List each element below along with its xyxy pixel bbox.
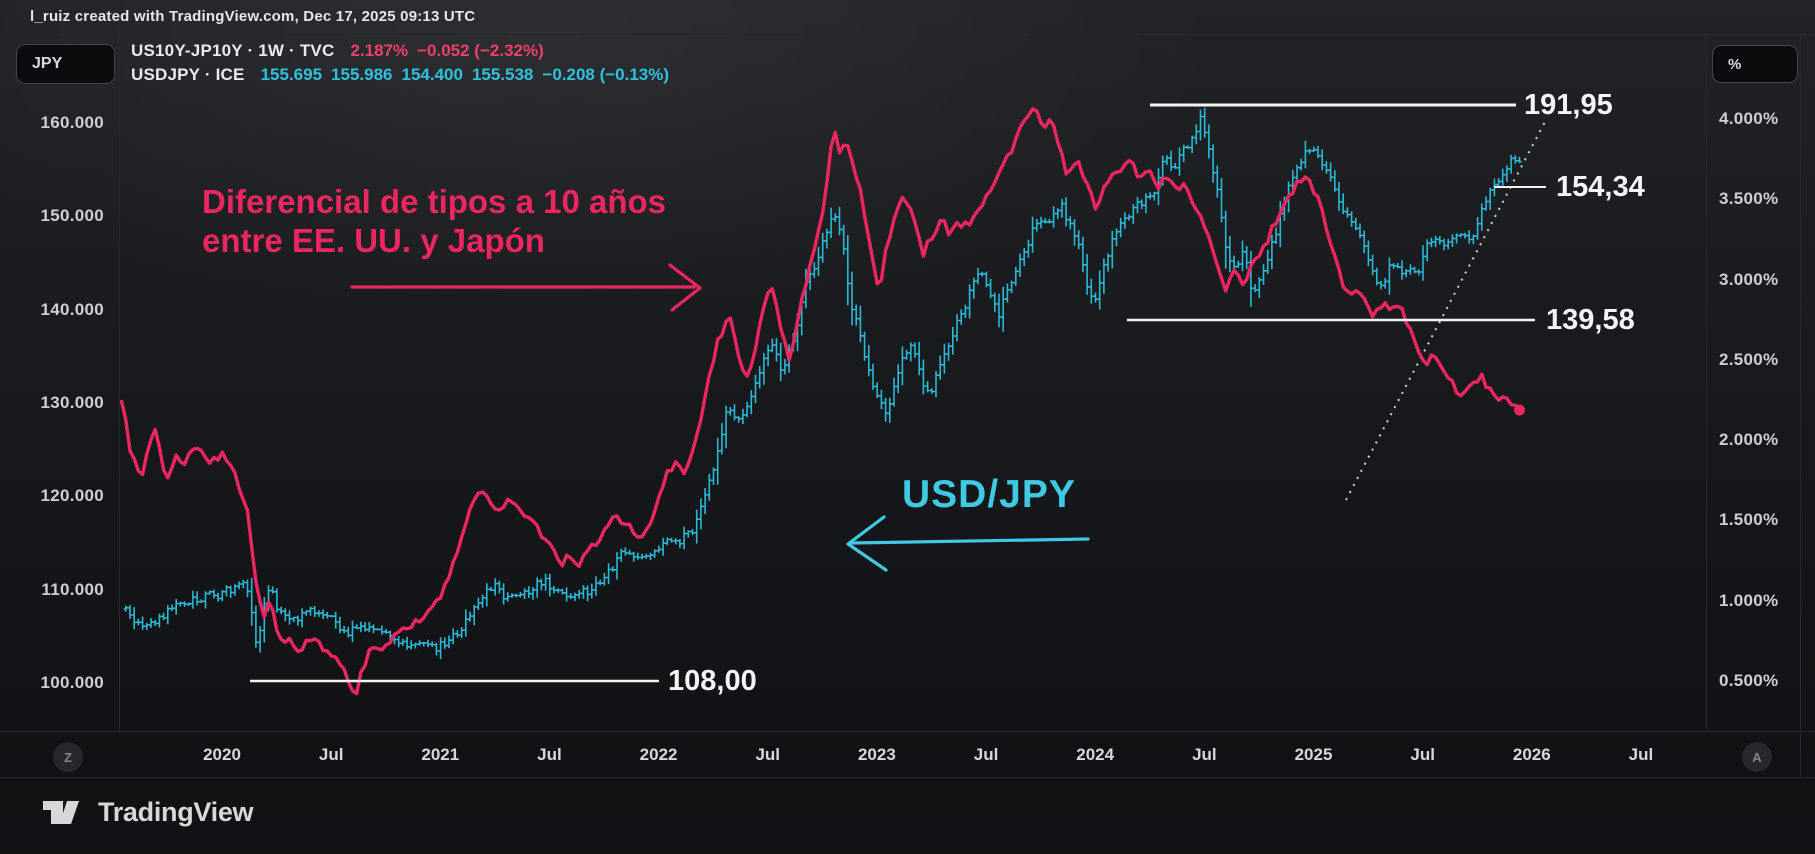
spread-last-price-dot bbox=[1514, 404, 1525, 416]
right-price-scale[interactable]: 4.000% 3.500% 3.000% 2.500% 2.000% 1.500% 1.00… bbox=[1707, 34, 1800, 731]
right-axis-tick: 0.500% bbox=[1719, 670, 1779, 690]
level-line-label: 108,00 bbox=[668, 665, 757, 697]
tradingview-logo-icon bbox=[43, 801, 79, 824]
x-axis-tick: 2025 bbox=[1294, 745, 1333, 764]
legend-usdjpy-change: −0.208 (−0.13%) bbox=[542, 65, 670, 84]
diff-annotation-line1: Diferencial de tipos a 10 años bbox=[202, 183, 666, 220]
attribution-text: l_ruiz created with TradingView.com, Dec… bbox=[30, 8, 476, 25]
x-axis-tick: 2026 bbox=[1512, 745, 1551, 764]
diff-arrow-head bbox=[668, 263, 702, 312]
x-axis-tick: Jul bbox=[1628, 745, 1654, 764]
right-axis-tick: 1.500% bbox=[1719, 510, 1779, 530]
spread-line-series[interactable] bbox=[120, 107, 1525, 696]
left-axis-tick: 160.000 bbox=[40, 113, 104, 132]
auto-scale-button[interactable]: A bbox=[1742, 742, 1772, 772]
level-line-label: 154,34 bbox=[1556, 171, 1645, 203]
spread-line-path bbox=[120, 107, 1522, 696]
x-axis-tick: 2021 bbox=[421, 745, 460, 764]
x-axis-tick: Jul bbox=[1410, 745, 1435, 764]
usdjpy-arrow[interactable] bbox=[846, 515, 1090, 572]
level-lines-group[interactable] bbox=[250, 103, 1546, 683]
legend-usdjpy-low: 154.400 bbox=[401, 65, 463, 84]
usdjpy-annotation-text[interactable]: USD/JPY bbox=[902, 473, 1076, 516]
left-axis-tick: 100.000 bbox=[40, 672, 104, 692]
usdjpy-bar-path bbox=[123, 107, 1522, 659]
right-scale-border bbox=[1706, 34, 1707, 731]
diff-arrow[interactable] bbox=[350, 263, 702, 312]
tradingview-logo[interactable]: TradingView bbox=[42, 796, 254, 828]
legend-usdjpy-open: 155.695 bbox=[260, 65, 323, 84]
level-line-label: 139,58 bbox=[1546, 304, 1635, 336]
x-axis-tick: Jul bbox=[755, 745, 781, 764]
x-axis-tick: 2023 bbox=[857, 745, 896, 764]
legend-row-usdjpy[interactable]: USDJPY · ICE 155.695 155.986 154.400 155… bbox=[131, 65, 669, 85]
left-scale-unit-button[interactable]: JPY bbox=[16, 44, 115, 84]
legend-usdjpy-high: 155.986 bbox=[331, 65, 393, 84]
x-axis-tick: 2024 bbox=[1076, 745, 1115, 764]
left-axis-tick: 140.000 bbox=[40, 299, 104, 319]
legend-usdjpy-title: USDJPY · ICE bbox=[131, 65, 245, 84]
x-axis-tick: 2022 bbox=[639, 745, 678, 764]
diff-annotation-text[interactable]: Diferencial de tipos a 10 años entre EE.… bbox=[202, 182, 666, 260]
usdjpy-arrow-shaft bbox=[850, 537, 1090, 545]
timezone-button[interactable]: Z bbox=[53, 742, 83, 772]
level-line-label: 191,95 bbox=[1524, 89, 1613, 121]
x-axis-tick: Jul bbox=[318, 745, 344, 764]
right-axis-tick: 3.000% bbox=[1719, 269, 1779, 289]
diff-annotation-line2: entre EE. UU. y Japón bbox=[202, 222, 545, 259]
left-axis-tick: 120.000 bbox=[40, 486, 104, 506]
legend-spread-title: US10Y-JP10Y · 1W · TVC bbox=[131, 41, 335, 60]
left-axis-tick: 110.000 bbox=[41, 579, 104, 599]
left-scale-border bbox=[119, 34, 120, 731]
x-axis-tick: Jul bbox=[537, 745, 562, 764]
pane-top-border bbox=[0, 34, 1815, 35]
legend-spread-value: 2.187% bbox=[350, 41, 409, 60]
time-axis-bottom-border bbox=[0, 777, 1815, 778]
left-axis-tick: 150.000 bbox=[40, 206, 104, 226]
right-edge-border bbox=[1800, 34, 1801, 777]
time-scale[interactable]: 2020 Jul 2021 Jul 2022 Jul 2023 Jul 2024 Jul 2025 J… bbox=[0, 732, 1815, 777]
right-axis-tick: 3.500% bbox=[1719, 189, 1779, 209]
x-axis-tick: Jul bbox=[1192, 745, 1217, 764]
right-axis-tick: 1.000% bbox=[1719, 590, 1779, 610]
usdjpy-bars-series[interactable] bbox=[123, 107, 1522, 659]
legend-row-spread[interactable]: US10Y-JP10Y · 1W · TVC 2.187% −0.052 (−2… bbox=[131, 41, 544, 61]
x-axis-tick: 2020 bbox=[203, 745, 241, 764]
legend-usdjpy-close: 155.538 bbox=[471, 65, 534, 84]
right-axis-tick: 4.000% bbox=[1719, 109, 1779, 128]
left-axis-tick: 130.000 bbox=[40, 392, 104, 412]
right-axis-tick: 2.000% bbox=[1719, 430, 1779, 449]
x-axis-tick: Jul bbox=[973, 745, 999, 764]
right-axis-tick: 2.500% bbox=[1719, 349, 1779, 369]
legend-spread-change: −0.052 (−2.32%) bbox=[417, 41, 544, 60]
tradingview-logo-text: TradingView bbox=[98, 796, 254, 827]
left-price-scale[interactable]: 160.000 150.000 140.000 130.000 120.000 110.0… bbox=[0, 34, 119, 731]
usdjpy-arrow-head bbox=[846, 515, 888, 572]
time-axis-top-border bbox=[0, 731, 1815, 732]
right-scale-unit-button[interactable]: % bbox=[1712, 45, 1798, 83]
